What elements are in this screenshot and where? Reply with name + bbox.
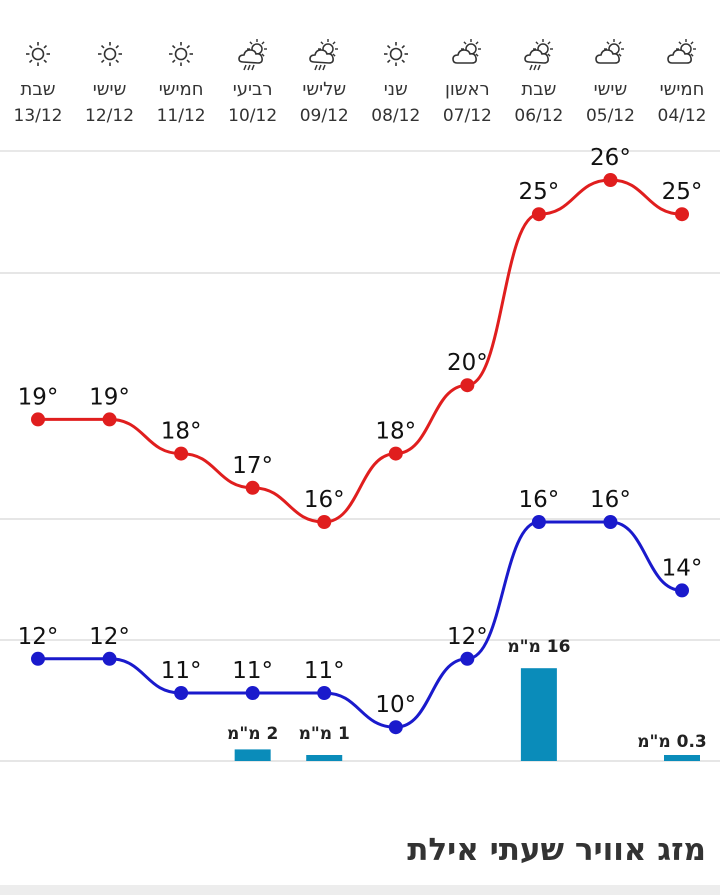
bottom-bar	[0, 885, 720, 895]
data-label: 18°	[375, 419, 416, 445]
data-point	[31, 412, 45, 427]
data-label: 12°	[89, 624, 130, 650]
data-label: 11°	[232, 658, 273, 684]
data-point	[603, 173, 618, 187]
data-point	[317, 686, 332, 700]
data-point	[245, 480, 260, 495]
data-label: 25°	[662, 179, 703, 205]
data-point	[388, 446, 403, 461]
data-label: 14°	[662, 555, 703, 581]
day-date: 09/12	[299, 106, 349, 126]
day-name: שישי	[593, 79, 628, 100]
data-label: 12°	[18, 624, 59, 650]
day-date: 06/12	[514, 106, 564, 126]
header-divider	[0, 150, 720, 152]
data-point	[531, 515, 546, 529]
rain-showers-icon	[309, 39, 339, 71]
data-label: 20°	[447, 350, 488, 376]
data-point	[460, 378, 475, 393]
data-point	[174, 446, 189, 461]
data-point	[174, 686, 189, 700]
day-name: רביעי	[232, 79, 273, 100]
data-label: 12°	[447, 624, 488, 650]
day-name: שלישי	[302, 79, 347, 100]
forecast-header: חמישי 04/12 שישי 05/12 שבת 06/12 ראשון 07/12 שני…	[0, 0, 720, 150]
data-label: 10°	[375, 692, 416, 718]
data-label: 16°	[304, 487, 345, 513]
day-name: שישי	[92, 79, 127, 100]
precipitation-bar	[520, 668, 557, 761]
sunny-icon	[26, 42, 50, 66]
data-point	[102, 412, 117, 427]
sunny-icon	[383, 42, 408, 66]
data-point	[388, 720, 403, 735]
day-name: חמישי	[659, 79, 705, 100]
data-label: 19°	[89, 384, 130, 410]
day-name: שבת	[521, 79, 557, 100]
precipitation-label: 16 מ"מ	[507, 637, 570, 657]
day-date: 10/12	[228, 106, 278, 126]
data-label: 11°	[304, 658, 345, 684]
day-column: רביעי 10/12	[217, 36, 289, 136]
precipitation-label: 0.3 מ"מ	[637, 732, 707, 752]
data-point	[603, 515, 618, 529]
data-point	[675, 583, 689, 598]
data-point	[102, 651, 117, 666]
data-point	[317, 515, 332, 529]
day-name: חמישי	[158, 79, 204, 100]
day-column: שישי 12/12	[74, 36, 146, 136]
partly-cloudy-icon	[595, 39, 625, 64]
data-point	[460, 651, 475, 666]
day-name: ראשון	[444, 79, 490, 100]
data-label: 25°	[518, 179, 559, 205]
precipitation-label: 1 מ"מ	[299, 724, 350, 744]
day-column: שישי 05/12	[574, 36, 646, 136]
data-point	[245, 686, 260, 700]
data-point	[531, 207, 546, 222]
data-label: 17°	[232, 453, 273, 479]
day-name: שני	[383, 79, 408, 100]
precipitation-bar	[306, 755, 343, 761]
day-column: שבת 13/12	[2, 36, 74, 136]
day-date: 04/12	[657, 106, 707, 126]
data-label: 16°	[518, 487, 559, 513]
sunny-icon	[169, 42, 194, 66]
data-label: 16°	[590, 487, 631, 513]
day-date: 12/12	[85, 106, 135, 126]
data-label: 26°	[590, 145, 631, 171]
precipitation-bar	[234, 749, 271, 761]
day-column: חמישי 11/12	[145, 36, 217, 136]
rain-showers-icon	[524, 39, 553, 71]
day-name: שבת	[20, 79, 56, 100]
rain-showers-icon	[237, 39, 267, 71]
day-column: שני 08/12	[360, 36, 432, 136]
data-label: 11°	[161, 658, 202, 684]
day-column: שבת 06/12	[503, 36, 575, 136]
data-label: 18°	[161, 419, 202, 445]
data-label: 19°	[18, 384, 59, 410]
partly-cloudy-icon	[667, 39, 696, 64]
day-date: 13/12	[13, 106, 63, 126]
day-column: חמישי 04/12	[646, 36, 718, 136]
data-point	[675, 207, 689, 222]
data-point	[31, 651, 45, 666]
series-line	[38, 520, 683, 729]
day-column: שלישי 09/12	[288, 36, 360, 136]
day-date: 07/12	[442, 106, 492, 126]
precipitation-label: 2 מ"מ	[227, 724, 278, 744]
day-column: ראשון 07/12	[431, 36, 503, 136]
series-line	[37, 178, 683, 524]
day-date: 05/12	[585, 106, 635, 126]
partly-cloudy-icon	[452, 39, 482, 64]
day-date: 11/12	[156, 106, 206, 126]
sunny-icon	[97, 42, 122, 66]
precipitation-bar	[664, 755, 700, 761]
page-title: מזג אוויר שעתי אילת	[407, 832, 706, 868]
day-date: 08/12	[371, 106, 421, 126]
